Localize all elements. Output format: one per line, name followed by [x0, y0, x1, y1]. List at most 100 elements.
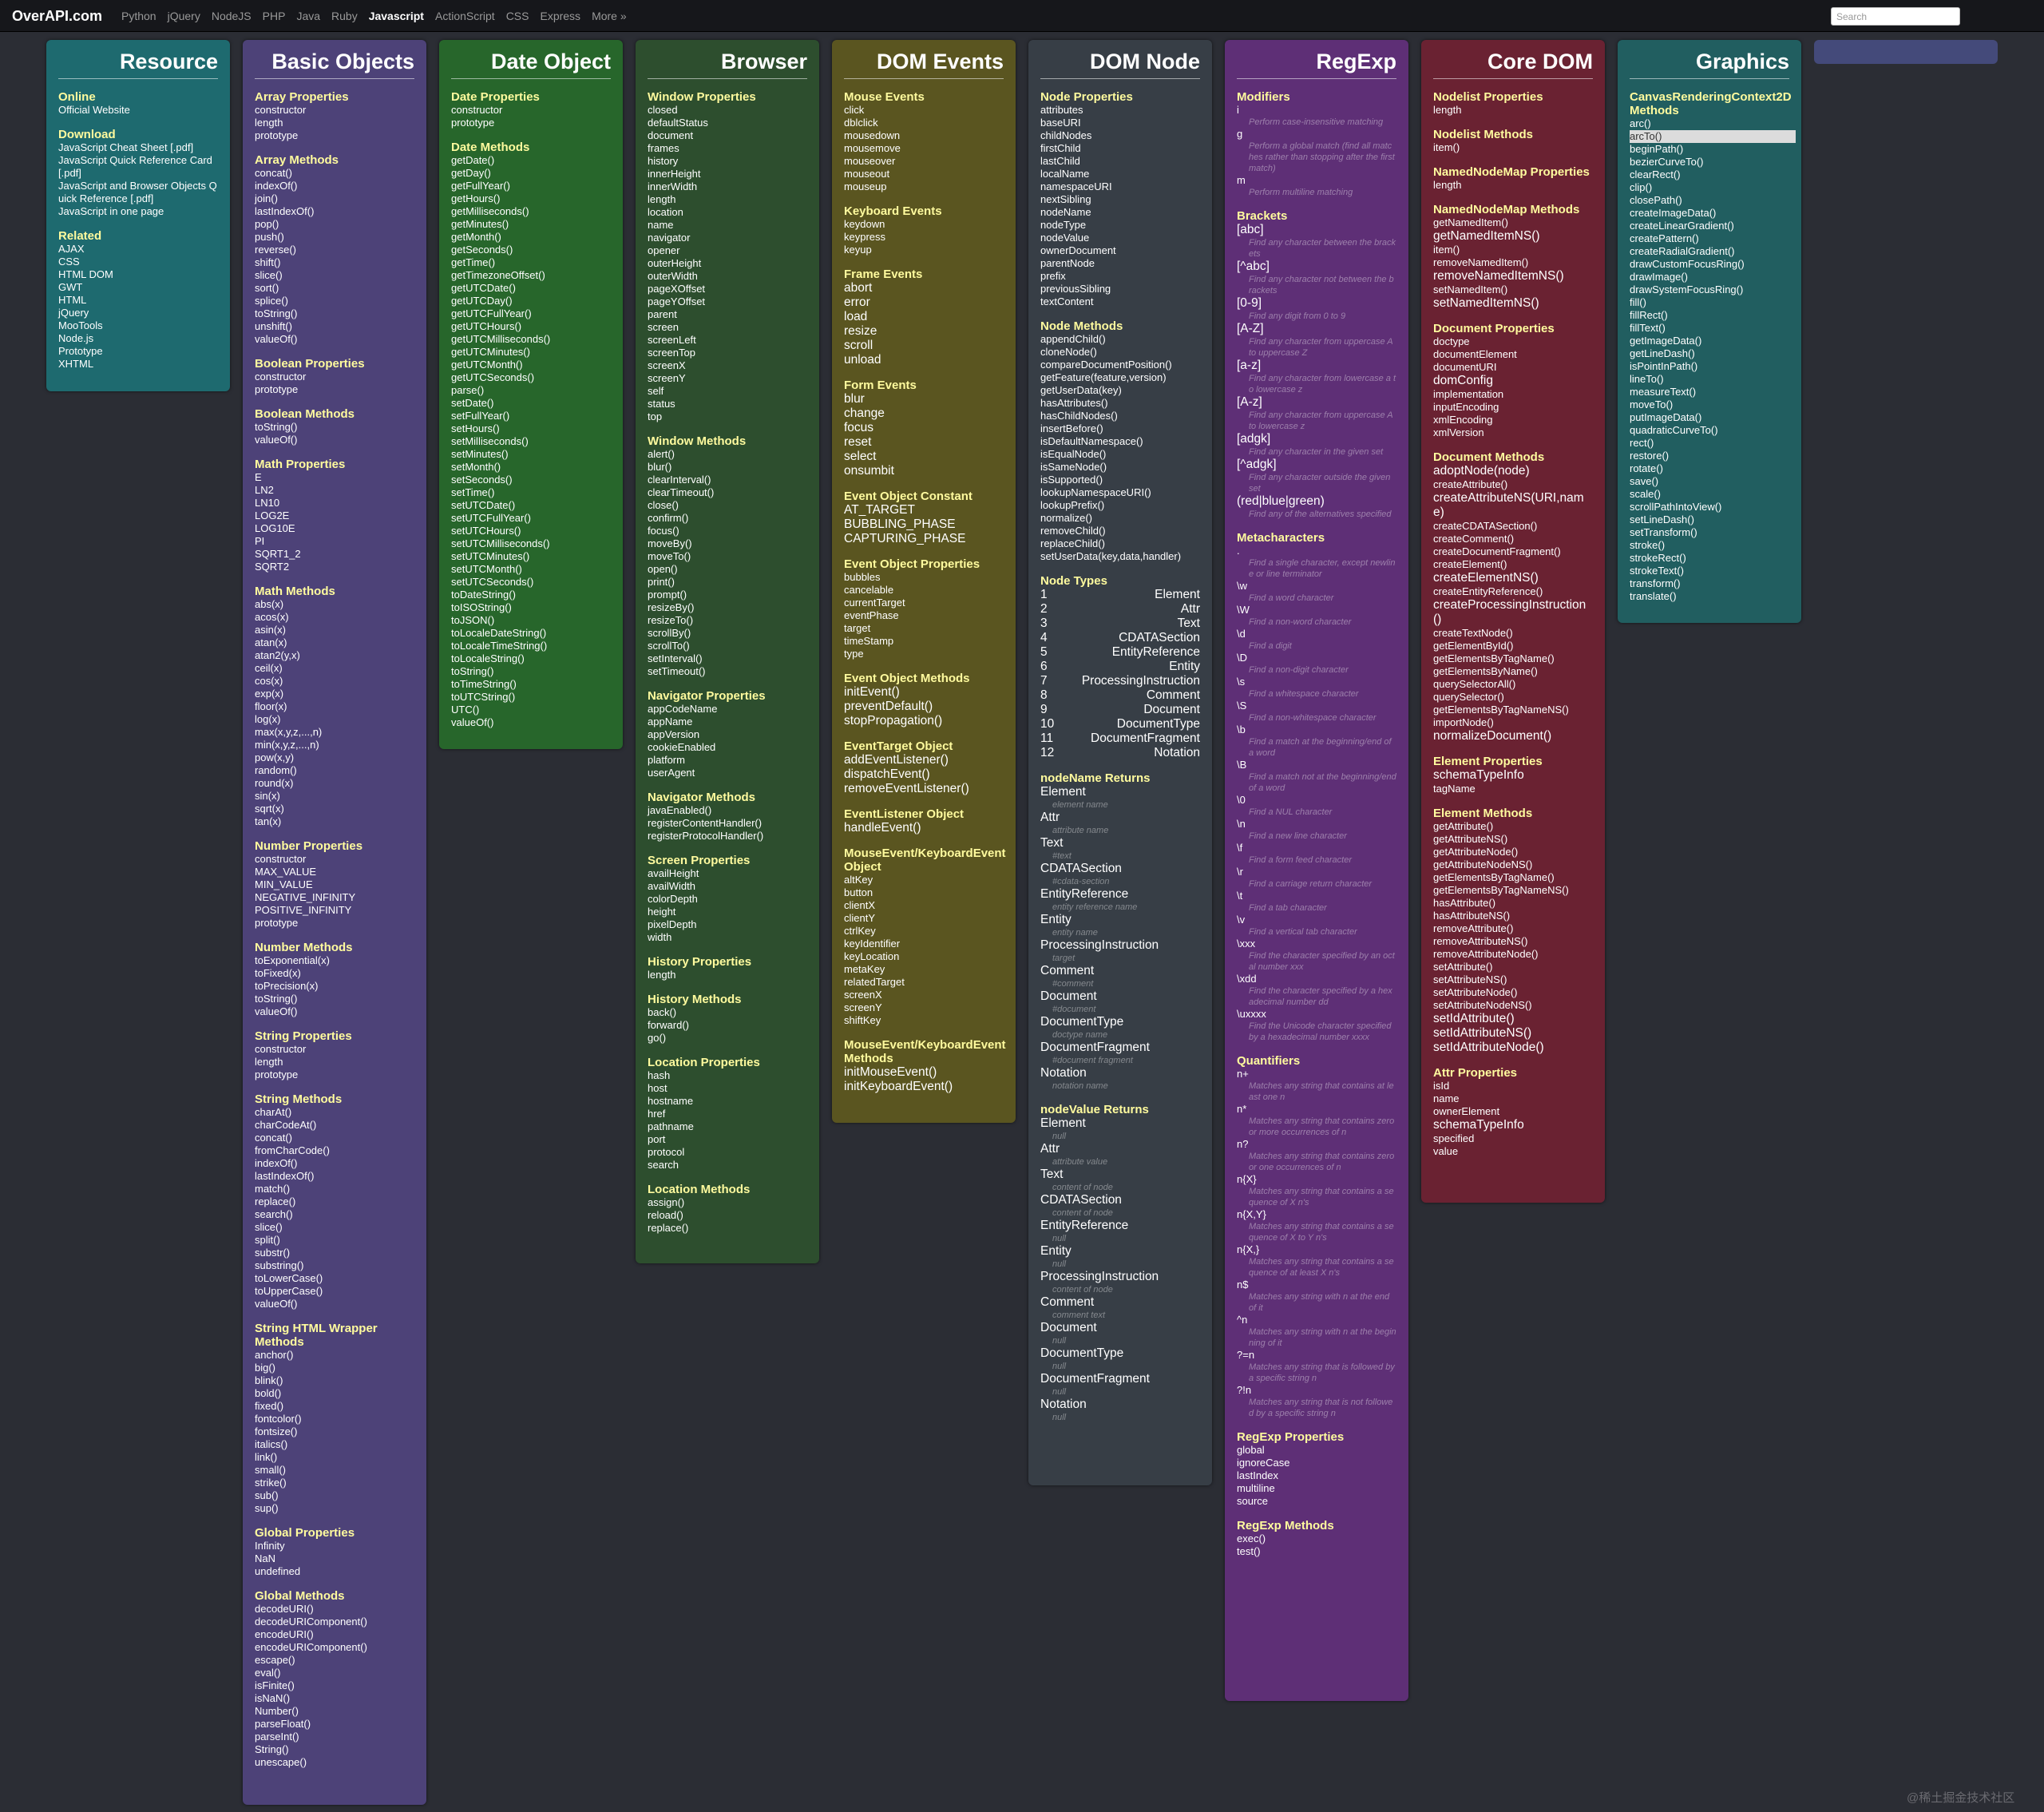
item-lookupnamespaceuri[interactable]: lookupNamespaceURI(): [1040, 486, 1151, 498]
item-quadraticcurveto[interactable]: quadraticCurveTo(): [1630, 424, 1718, 436]
item-attributes[interactable]: attributes: [1040, 104, 1083, 116]
item-rect[interactable]: rect(): [1630, 437, 1654, 449]
item-b[interactable]: \b: [1237, 724, 1246, 736]
item-setinterval[interactable]: setInterval(): [648, 652, 703, 664]
item-javascript-quick-reference-card-pdf[interactable]: JavaScript Quick Reference Card [.pdf]: [58, 154, 212, 179]
item-getutcdate[interactable]: getUTCDate(): [451, 282, 516, 294]
item-documentfragment[interactable]: DocumentFragment: [1040, 1372, 1150, 1386]
item-abort[interactable]: abort: [844, 281, 873, 295]
item-createelementns[interactable]: createElementNS(): [1433, 571, 1539, 585]
item-getelementbyid[interactable]: getElementById(): [1433, 640, 1514, 652]
item-focus[interactable]: focus(): [648, 525, 679, 537]
item-join[interactable]: join(): [255, 192, 278, 204]
item-forward[interactable]: forward(): [648, 1019, 690, 1031]
item-nodetype[interactable]: nodeType: [1040, 219, 1087, 231]
item-settransform[interactable]: setTransform(): [1630, 526, 1697, 538]
item-n-x[interactable]: n{X}: [1237, 1173, 1257, 1185]
item-availwidth[interactable]: availWidth: [648, 880, 695, 892]
item-restore[interactable]: restore(): [1630, 450, 1670, 462]
item-implementation[interactable]: implementation: [1433, 388, 1504, 400]
item-parentnode[interactable]: parentNode: [1040, 257, 1095, 269]
item-timestamp[interactable]: timeStamp: [844, 635, 894, 647]
item-setutcdate[interactable]: setUTCDate(): [451, 499, 516, 511]
item-rotate[interactable]: rotate(): [1630, 462, 1663, 474]
item-w[interactable]: \W: [1237, 604, 1250, 616]
item-decodeuri[interactable]: decodeURI(): [255, 1603, 314, 1615]
item-handleevent[interactable]: handleEvent(): [844, 821, 921, 835]
item-totimestring[interactable]: toTimeString(): [451, 678, 517, 690]
item-createlineargradient[interactable]: createLinearGradient(): [1630, 220, 1734, 232]
item-escape[interactable]: escape(): [255, 1654, 295, 1666]
item-getfullyear[interactable]: getFullYear(): [451, 180, 510, 192]
item-valueof[interactable]: valueOf(): [451, 716, 494, 728]
item-initmouseevent[interactable]: initMouseEvent(): [844, 1065, 937, 1079]
item-host[interactable]: host: [648, 1082, 667, 1094]
item-isfinite[interactable]: isFinite(): [255, 1679, 295, 1691]
item-pi[interactable]: PI: [255, 535, 265, 547]
item-charcodeat[interactable]: charCodeAt(): [255, 1119, 317, 1131]
item-previoussibling[interactable]: previousSibling: [1040, 283, 1111, 295]
item-pagexoffset[interactable]: pageXOffset: [648, 283, 706, 295]
item-lastchild[interactable]: lastChild: [1040, 155, 1080, 167]
item-infinity[interactable]: Infinity: [255, 1540, 285, 1552]
item-setutcseconds[interactable]: setUTCSeconds(): [451, 576, 534, 588]
item-screenleft[interactable]: screenLeft: [648, 334, 696, 346]
item-normalize[interactable]: normalize(): [1040, 512, 1093, 524]
item-frames[interactable]: frames: [648, 142, 679, 154]
item-uxxxx[interactable]: \uxxxx: [1237, 1008, 1266, 1020]
item-split[interactable]: split(): [255, 1234, 280, 1246]
item-href[interactable]: href: [648, 1108, 666, 1120]
item-blur[interactable]: blur(): [648, 461, 672, 473]
node-type-name[interactable]: DocumentType: [1116, 717, 1200, 731]
item-n[interactable]: ^n: [1237, 1314, 1248, 1326]
item-tostring[interactable]: toString(): [255, 421, 298, 433]
item-decodeuricomponent[interactable]: decodeURIComponent(): [255, 1616, 367, 1628]
item-italics[interactable]: italics(): [255, 1438, 288, 1450]
item-schematypeinfo[interactable]: schemaTypeInfo: [1433, 768, 1524, 782]
item-innerwidth[interactable]: innerWidth: [648, 180, 698, 192]
item-createdocumentfragment[interactable]: createDocumentFragment(): [1433, 545, 1561, 557]
item-multiline[interactable]: multiline: [1237, 1482, 1275, 1494]
item-pixeldepth[interactable]: pixelDepth: [648, 918, 697, 930]
item-name[interactable]: name: [1433, 1092, 1460, 1104]
item-childnodes[interactable]: childNodes: [1040, 129, 1092, 141]
item-mootools[interactable]: MooTools: [58, 319, 103, 331]
item-anchor[interactable]: anchor(): [255, 1349, 294, 1361]
item-n-x-y[interactable]: n{X,Y}: [1237, 1208, 1266, 1220]
item-constructor[interactable]: constructor: [255, 104, 307, 116]
item-e[interactable]: E: [255, 471, 262, 483]
item-getelementsbytagname[interactable]: getElementsByTagName(): [1433, 652, 1555, 664]
item-substring[interactable]: substring(): [255, 1259, 304, 1271]
item-isdefaultnamespace[interactable]: isDefaultNamespace(): [1040, 435, 1143, 447]
item-getelementsbytagnamens[interactable]: getElementsByTagNameNS(): [1433, 704, 1569, 716]
item-getdate[interactable]: getDate(): [451, 154, 495, 166]
item-gettime[interactable]: getTime(): [451, 256, 496, 268]
item-css[interactable]: CSS: [58, 256, 80, 268]
item-max-value[interactable]: MAX_VALUE: [255, 866, 317, 878]
item-match[interactable]: match(): [255, 1183, 291, 1195]
item-tolocaledatestring[interactable]: toLocaleDateString(): [451, 627, 547, 639]
item-r[interactable]: \r: [1237, 866, 1243, 878]
item-beziercurveto[interactable]: bezierCurveTo(): [1630, 156, 1704, 168]
item-select[interactable]: select: [844, 450, 877, 463]
nav-link-python[interactable]: Python: [121, 10, 156, 22]
item-getuserdata-key[interactable]: getUserData(key): [1040, 384, 1122, 396]
item-atan2-y-x[interactable]: atan2(y,x): [255, 649, 300, 661]
item-save[interactable]: save(): [1630, 475, 1659, 487]
item-bold[interactable]: bold(): [255, 1387, 282, 1399]
item-haschildnodes[interactable]: hasChildNodes(): [1040, 410, 1118, 422]
item-setutcmonth[interactable]: setUTCMonth(): [451, 563, 522, 575]
item-outerheight[interactable]: outerHeight: [648, 257, 702, 269]
item-abc[interactable]: [^abc]: [1237, 260, 1270, 273]
item-constructor[interactable]: constructor: [255, 1043, 307, 1055]
item-assign[interactable]: assign(): [648, 1196, 685, 1208]
item-screenx[interactable]: screenX: [648, 359, 686, 371]
item-top[interactable]: top: [648, 410, 663, 422]
item-big[interactable]: big(): [255, 1362, 276, 1374]
item-setattributens[interactable]: setAttributeNS(): [1433, 973, 1507, 985]
item-mouseout[interactable]: mouseout: [844, 168, 890, 180]
item-utc[interactable]: UTC(): [451, 704, 480, 716]
item-relatedtarget[interactable]: relatedTarget: [844, 976, 905, 988]
item-nodename[interactable]: nodeName: [1040, 206, 1091, 218]
item-nodevalue[interactable]: nodeValue: [1040, 232, 1090, 244]
